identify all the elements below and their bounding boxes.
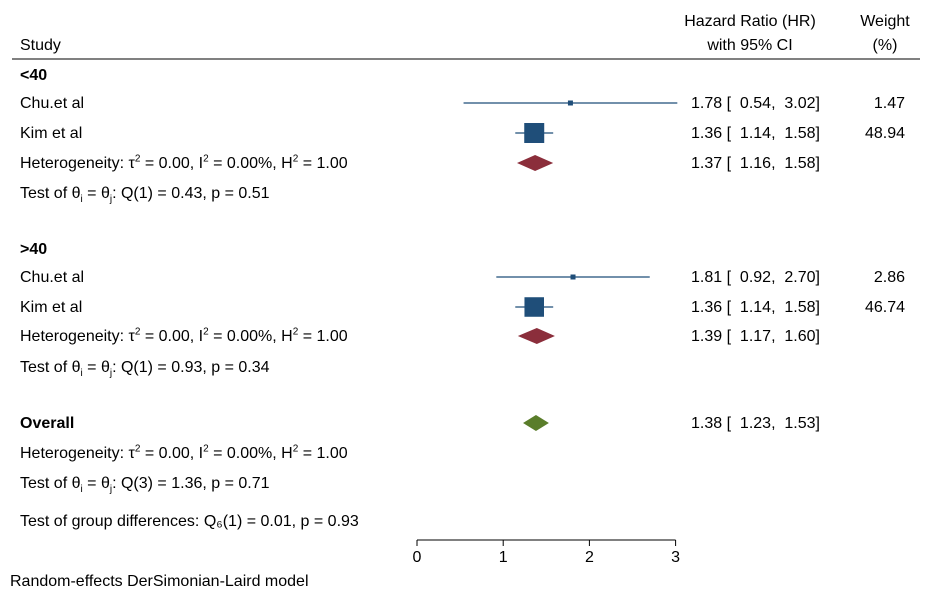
study-ci-text: 1.81 [ 0.92, 2.70] [691, 269, 820, 286]
x-tick-label: 0 [413, 549, 422, 566]
subgroup-diamond [517, 328, 555, 344]
subgroup-diamond [516, 155, 554, 171]
weight-column-header-line2: (%) [872, 37, 898, 54]
study-ci-text: 1.36 [ 1.14, 1.58] [691, 299, 820, 316]
heterogeneity-text: Heterogeneity: τ2 = 0.00, I2 = 0.00%, H2… [20, 326, 348, 345]
study-name: Chu.et al [20, 95, 85, 112]
study-marker [524, 123, 545, 143]
study-weight: 46.74 [864, 299, 905, 316]
study-ci-text: 1.36 [ 1.14, 1.58] [691, 125, 820, 142]
group-differences-test-text: Test of group differences: Q₆(1) = 0.01,… [20, 513, 359, 530]
homogeneity-test-text: Test of θi = θj: Q(3) = 1.36, p = 0.71 [20, 475, 270, 496]
study-weight: 2.86 [873, 269, 905, 286]
pooled-ci-text: 1.37 [ 1.16, 1.58] [691, 155, 820, 172]
study-marker [570, 274, 576, 280]
study-name: Kim et al [20, 299, 83, 316]
study-name: Chu.et al [20, 269, 85, 286]
group-label-under-40: <40 [20, 67, 48, 84]
study-weight: 1.47 [873, 95, 905, 112]
group-label-over-40: >40 [20, 241, 48, 258]
x-tick-label: 2 [585, 549, 594, 566]
heterogeneity-text: Heterogeneity: τ2 = 0.00, I2 = 0.00%, H2… [20, 153, 348, 172]
heterogeneity-text: Heterogeneity: τ2 = 0.00, I2 = 0.00%, H2… [20, 443, 348, 462]
x-tick-label: 1 [499, 549, 508, 566]
pooled-ci-text: 1.39 [ 1.17, 1.60] [691, 328, 820, 345]
study-marker [524, 297, 544, 317]
hr-column-header-line2: with 95% CI [707, 37, 793, 54]
study-ci-text: 1.78 [ 0.54, 3.02] [691, 95, 820, 112]
x-tick-label: 3 [671, 549, 680, 566]
weight-column-header-line1: Weight [860, 13, 910, 30]
study-marker [567, 100, 573, 106]
overall-ci-text: 1.38 [ 1.23, 1.53] [691, 415, 820, 432]
homogeneity-test-text: Test of θi = θj: Q(1) = 0.43, p = 0.51 [20, 185, 270, 206]
study-name: Kim et al [20, 125, 83, 142]
model-note: Random-effects DerSimonian-Laird model [10, 573, 309, 590]
study-column-header: Study [20, 37, 61, 54]
study-weight: 48.94 [864, 125, 905, 142]
homogeneity-test-text: Test of θi = θj: Q(1) = 0.93, p = 0.34 [20, 359, 270, 380]
overall-diamond [523, 415, 549, 431]
hr-column-header-line1: Hazard Ratio (HR) [684, 13, 816, 30]
overall-label: Overall [20, 415, 75, 432]
